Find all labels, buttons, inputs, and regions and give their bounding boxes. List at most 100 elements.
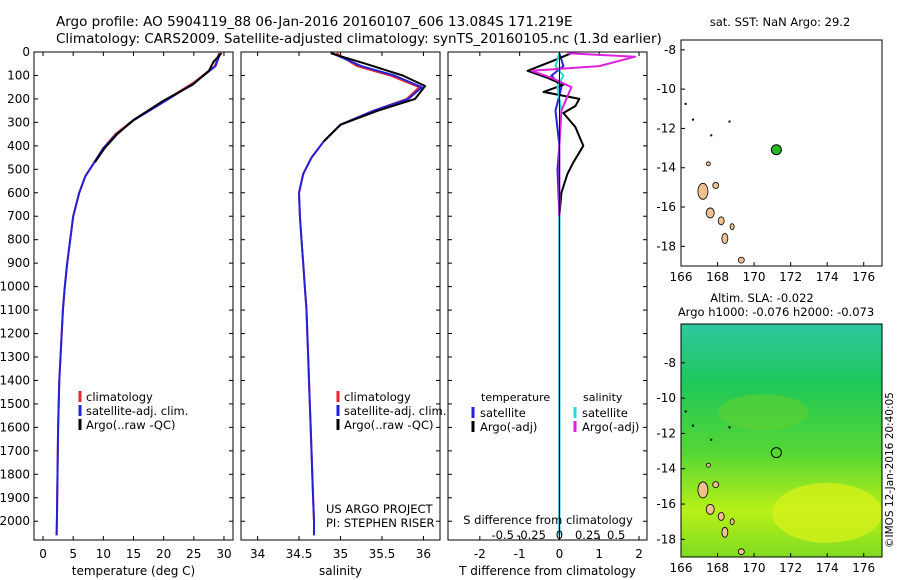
diff-s-axis-title: S difference from climatology xyxy=(463,513,633,527)
diff-x-tick-label: -2 xyxy=(474,547,486,561)
temp-x-tick-label: 20 xyxy=(156,547,171,561)
sst-map-island xyxy=(737,256,745,264)
sla-map-argo-point xyxy=(770,447,782,459)
sla-map-map-frame xyxy=(680,323,883,558)
diff-series-1 xyxy=(526,52,585,217)
sla-map-y-tick-label: -18 xyxy=(656,532,676,546)
y-tick-label: 900 xyxy=(7,256,30,270)
diff-legend-item-sal: satellite xyxy=(582,406,628,420)
sst-map-y-tick-label: -10 xyxy=(656,82,676,96)
temp-x-tick-label: 10 xyxy=(96,547,111,561)
y-tick-label: 1300 xyxy=(0,350,30,364)
y-tick-label: 1500 xyxy=(0,397,30,411)
sal-x-axis-label: salinity xyxy=(319,564,362,578)
chart-title-line1: Argo profile: AO 5904119_88 06-Jan-2016 … xyxy=(56,14,573,30)
y-tick-label: 100 xyxy=(7,68,30,82)
temp-x-tick-label: 0 xyxy=(39,547,47,561)
y-tick-label: 200 xyxy=(7,92,30,106)
sla-map-sla-patch xyxy=(718,394,809,431)
sla-map-x-tick-label: 172 xyxy=(779,561,802,575)
sla-map-title: Altim. SLA: -0.022 xyxy=(710,291,814,305)
sla-map-island xyxy=(706,462,711,468)
sst-map-island xyxy=(729,223,735,231)
y-tick-label: 1200 xyxy=(0,327,30,341)
diff-legend-item-temp: Argo(-adj) xyxy=(480,420,537,434)
y-tick-label: 1800 xyxy=(0,467,30,481)
temp-plot-frame xyxy=(33,51,234,541)
temp-x-tick-label: 15 xyxy=(126,547,141,561)
diff-s-tick-label: 0 xyxy=(556,528,563,542)
sst-map-island xyxy=(697,182,709,200)
diff-x-tick-label: 2 xyxy=(635,547,643,561)
sal-series-1 xyxy=(298,52,423,536)
sla-map-y-tick-label: -12 xyxy=(656,426,676,440)
diff-legend-header-temp: temperature xyxy=(481,391,550,404)
y-tick-label: 300 xyxy=(7,115,30,129)
temp-x-axis-label: temperature (deg C) xyxy=(72,564,195,578)
sla-map-island xyxy=(705,503,715,515)
sst-map-y-tick-label: -14 xyxy=(656,161,676,175)
diff-x-axis-label: T difference from climatology xyxy=(458,564,636,578)
project-annotation: PI: STEPHEN RISER xyxy=(326,516,435,530)
sst-map-y-tick-label: -18 xyxy=(656,239,676,253)
sla-map-y-tick-label: -8 xyxy=(664,356,676,370)
diff-x-tick-label: 1 xyxy=(595,547,603,561)
y-tick-label: 500 xyxy=(7,162,30,176)
sla-map-island xyxy=(737,548,745,556)
temp-legend-item: Argo(..raw -QC) xyxy=(86,418,176,432)
sst-map-x-tick-label: 174 xyxy=(816,270,839,284)
sst-map-x-tick-label: 168 xyxy=(706,270,729,284)
y-tick-label: 1100 xyxy=(0,303,30,317)
sst-map-y-tick-label: -12 xyxy=(656,121,676,135)
diff-s-tick-label: -0.25 xyxy=(516,528,546,542)
sla-map-x-tick-label: 174 xyxy=(816,561,839,575)
sst-map-islet xyxy=(691,118,694,121)
diff-s-tick-label: 0.5 xyxy=(607,528,625,542)
project-annotation: US ARGO PROJECT xyxy=(326,502,434,516)
sal-legend-item: Argo(..raw -QC) xyxy=(344,418,434,432)
sal-x-tick-label: 35 xyxy=(333,547,348,561)
sal-legend-item: climatology xyxy=(344,390,411,404)
sal-x-tick-label: 35.5 xyxy=(369,547,396,561)
sla-map-y-tick-label: -16 xyxy=(656,497,676,511)
sst-map-x-tick-label: 170 xyxy=(743,270,766,284)
y-tick-label: 0 xyxy=(22,45,30,59)
sla-map-islet xyxy=(691,424,694,427)
sla-map-subtitle: Argo h1000: -0.076 h2000: -0.073 xyxy=(678,305,874,319)
sla-map-x-tick-label: 166 xyxy=(670,561,693,575)
sla-map-x-tick-label: 168 xyxy=(706,561,729,575)
y-tick-label: 400 xyxy=(7,139,30,153)
y-tick-label: 1000 xyxy=(0,280,30,294)
y-tick-label: 1900 xyxy=(0,491,30,505)
sal-x-tick-label: 34 xyxy=(250,547,265,561)
sla-map-island xyxy=(729,518,735,526)
sst-map-island xyxy=(717,216,725,226)
diff-s-tick-label: 0.25 xyxy=(575,528,601,542)
sst-map-island xyxy=(706,161,711,167)
sst-map-islet xyxy=(728,120,731,123)
diff-legend-header-sal: salinity xyxy=(583,391,623,404)
y-tick-label: 800 xyxy=(7,233,30,247)
sla-map-x-tick-label: 170 xyxy=(743,561,766,575)
sla-map-islet xyxy=(728,426,731,429)
sst-map-x-tick-label: 166 xyxy=(670,270,693,284)
temp-series-2 xyxy=(94,52,223,163)
y-tick-label: 600 xyxy=(7,186,30,200)
sla-map-islet xyxy=(684,410,687,413)
sla-map-sla-high-patch xyxy=(772,482,883,543)
diff-s-tick-label: -0.5 xyxy=(491,528,513,542)
sla-map-y-tick-label: -10 xyxy=(656,391,676,405)
sst-map-y-tick-label: -16 xyxy=(656,200,676,214)
temp-legend-item: satellite-adj. clim. xyxy=(86,404,188,418)
sst-map-island xyxy=(721,233,729,244)
sst-map-islet xyxy=(710,134,713,137)
sal-x-tick-label: 36 xyxy=(416,547,431,561)
sst-map-argo-point xyxy=(770,144,782,156)
diff-plot-frame xyxy=(447,51,648,541)
sal-x-tick-label: 34.5 xyxy=(286,547,313,561)
sla-map-island xyxy=(721,526,729,538)
sla-map-island xyxy=(717,512,725,521)
temp-x-tick-label: 25 xyxy=(186,547,201,561)
chart-title-line2: Climatology: CARS2009. Satellite-adjuste… xyxy=(56,31,662,47)
